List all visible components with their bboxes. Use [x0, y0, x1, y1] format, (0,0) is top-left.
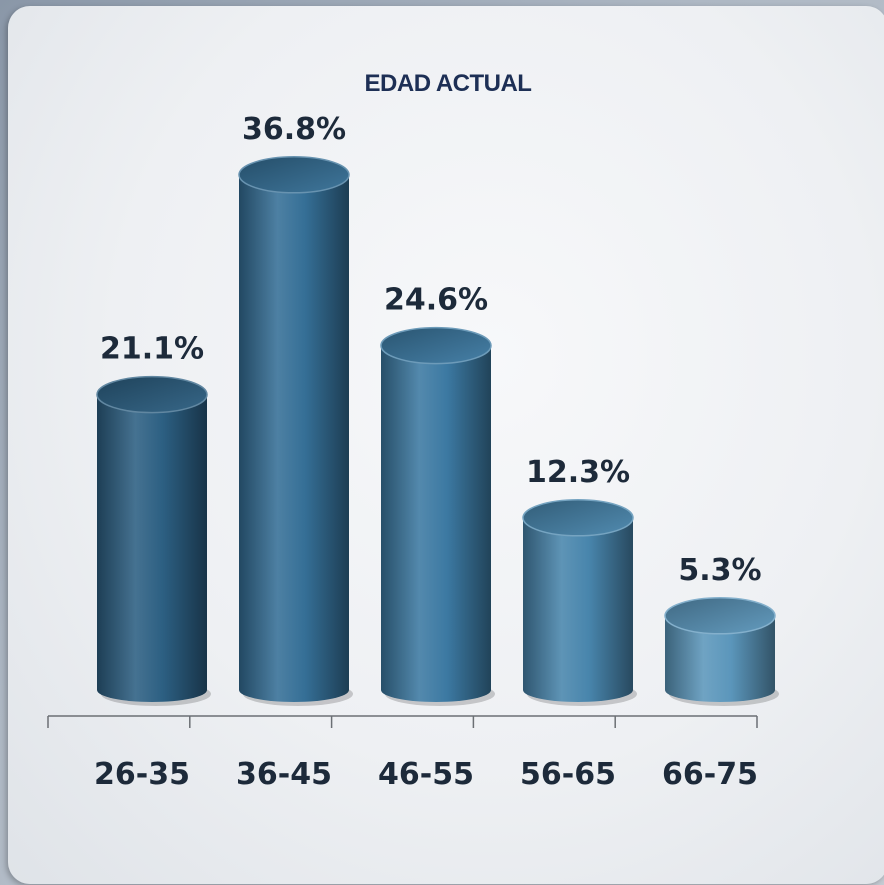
bar-36-45	[238, 156, 353, 706]
bar-top	[96, 375, 208, 414]
chart-title: EDAD ACTUAL	[365, 70, 532, 97]
data-label: 36.8%	[242, 112, 346, 147]
x-axis: 26-35 36-45 46-55 56-65 66-75	[47, 715, 758, 792]
x-tick-label: 56-65	[520, 757, 616, 792]
data-label: 5.3%	[678, 553, 761, 588]
bar-46-55	[380, 326, 495, 706]
data-label: 21.1%	[100, 332, 204, 367]
bar-top	[238, 156, 350, 194]
bars-group: 21.1% 36.8% 24.6% 12.3% 5.3%	[96, 112, 779, 706]
bar-body	[239, 174, 349, 703]
x-tick-label: 26-35	[94, 757, 190, 792]
bar-top	[522, 499, 634, 537]
bar-body	[381, 345, 491, 702]
bar-26-35	[96, 375, 211, 706]
bar-body	[665, 615, 775, 702]
x-tick-label: 66-75	[662, 757, 758, 792]
bar-top	[664, 597, 776, 635]
data-label: 24.6%	[384, 283, 488, 318]
bar-56-65	[522, 499, 637, 706]
bar-top	[380, 326, 492, 365]
x-tick-label: 36-45	[236, 757, 332, 792]
x-tick-label: 46-55	[378, 757, 474, 792]
data-label: 12.3%	[526, 455, 630, 490]
bar-body	[97, 394, 207, 702]
bar-66-75	[664, 597, 779, 706]
bar-body	[523, 517, 633, 702]
